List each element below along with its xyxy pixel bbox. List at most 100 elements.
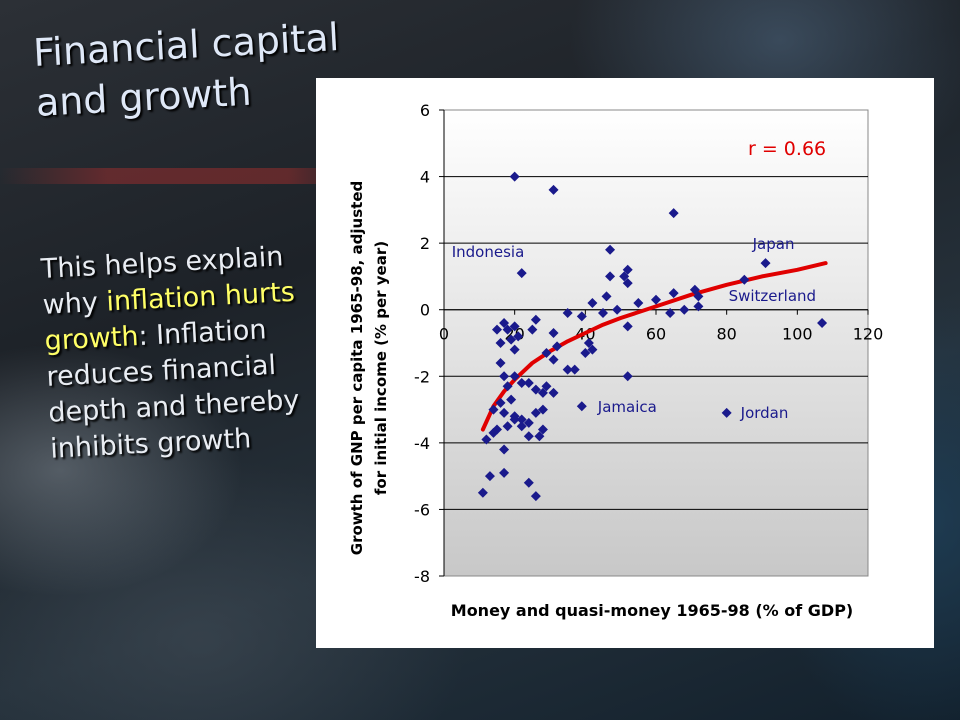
- data-point: [481, 434, 492, 445]
- point-labels: Indonesia Japan Switzerland Jamaica Jordan: [452, 235, 816, 422]
- data-point: [516, 268, 527, 279]
- data-point: [513, 331, 524, 342]
- data-points: [477, 171, 828, 502]
- data-point: [530, 491, 541, 502]
- data-point: [509, 171, 520, 182]
- y-tick-label: -2: [414, 367, 430, 386]
- data-point: [689, 284, 700, 295]
- data-point: [548, 387, 559, 398]
- data-point: [668, 288, 679, 299]
- data-point: [541, 381, 552, 392]
- data-point: [580, 347, 591, 358]
- data-point: [605, 244, 616, 255]
- data-point: [537, 424, 548, 435]
- data-point: [693, 301, 704, 312]
- data-point: [502, 421, 513, 432]
- data-point: [721, 407, 732, 418]
- data-point: [534, 431, 545, 442]
- data-point: [693, 291, 704, 302]
- data-point: [516, 421, 527, 432]
- data-point: [548, 184, 559, 195]
- data-point: [530, 407, 541, 418]
- data-point: [651, 294, 661, 305]
- data-point: [488, 404, 499, 415]
- y-tick-label: 6: [420, 101, 430, 120]
- data-point: [562, 364, 573, 375]
- decorative-red-stripe: [0, 168, 360, 184]
- data-point: [516, 377, 527, 388]
- data-point: [587, 344, 598, 355]
- x-tick-label: 60: [646, 325, 666, 344]
- data-point: [499, 371, 510, 382]
- data-point: [576, 311, 587, 322]
- data-point: [605, 271, 616, 282]
- data-point: [499, 444, 510, 455]
- data-point: [509, 321, 520, 332]
- data-point: [668, 208, 679, 219]
- data-point: [601, 291, 612, 302]
- data-point: [548, 328, 559, 339]
- data-point: [499, 467, 510, 478]
- y-tick-label: -4: [414, 434, 430, 453]
- x-tick-label: 80: [716, 325, 736, 344]
- data-point: [523, 477, 534, 488]
- correlation-annotation: r = 0.66: [748, 138, 826, 160]
- data-point: [523, 431, 534, 442]
- data-point: [739, 274, 750, 285]
- data-point: [665, 308, 676, 319]
- data-point: [492, 324, 502, 335]
- data-point: [495, 338, 506, 348]
- data-point: [622, 264, 633, 275]
- data-point: [502, 381, 513, 392]
- data-point: [530, 314, 541, 325]
- data-point: [502, 324, 513, 335]
- data-point: [548, 354, 559, 365]
- data-point: [622, 321, 633, 332]
- data-point: [488, 427, 499, 438]
- point-label-switzerland: Switzerland: [729, 287, 817, 305]
- data-point: [537, 387, 548, 398]
- x-tick-label: 100: [782, 325, 813, 344]
- y-axis-title-line-1: Growth of GNP per capita 1965-98, adjust…: [348, 181, 366, 555]
- point-label-jamaica: Jamaica: [597, 398, 657, 416]
- data-point: [612, 304, 623, 315]
- data-point: [622, 371, 633, 382]
- data-point: [484, 471, 495, 482]
- data-point: [587, 298, 598, 309]
- y-tick-label: 0: [420, 301, 430, 320]
- data-point: [622, 278, 633, 289]
- data-point: [527, 324, 538, 335]
- data-point: [562, 308, 573, 319]
- data-point: [523, 417, 534, 428]
- slide-body-text: This helps explain why inflation hurts g…: [40, 237, 341, 468]
- data-point: [679, 304, 690, 315]
- data-point: [506, 394, 517, 405]
- data-point: [499, 407, 510, 418]
- data-point: [552, 341, 563, 352]
- point-label-indonesia: Indonesia: [452, 243, 525, 261]
- data-point: [598, 308, 608, 319]
- data-point: [509, 344, 520, 355]
- data-point: [477, 487, 488, 498]
- x-tick-label: 120: [853, 325, 884, 344]
- data-point: [817, 318, 828, 329]
- y-tick-label: -6: [414, 500, 430, 519]
- x-axis-title: Money and quasi-money 1965-98 (% of GDP): [451, 601, 853, 620]
- data-point: [506, 334, 517, 345]
- data-point: [569, 364, 580, 375]
- y-tick-label: 2: [420, 234, 430, 253]
- data-point: [509, 414, 520, 425]
- y-tick-label: -8: [414, 567, 430, 586]
- point-label-jordan: Jordan: [740, 404, 789, 422]
- chart-panel: 6 4 2 0 -2 -4 -6 -8 0 20 40 60 80 100 120 Indonesia Jap…: [316, 78, 934, 648]
- data-point: [619, 271, 630, 282]
- data-point: [576, 401, 587, 412]
- y-tick-label: 4: [420, 168, 430, 187]
- data-point: [495, 357, 506, 368]
- data-point: [523, 377, 534, 388]
- data-point: [760, 258, 771, 269]
- data-point: [499, 318, 510, 329]
- data-point: [583, 338, 594, 348]
- point-label-japan: Japan: [752, 235, 795, 253]
